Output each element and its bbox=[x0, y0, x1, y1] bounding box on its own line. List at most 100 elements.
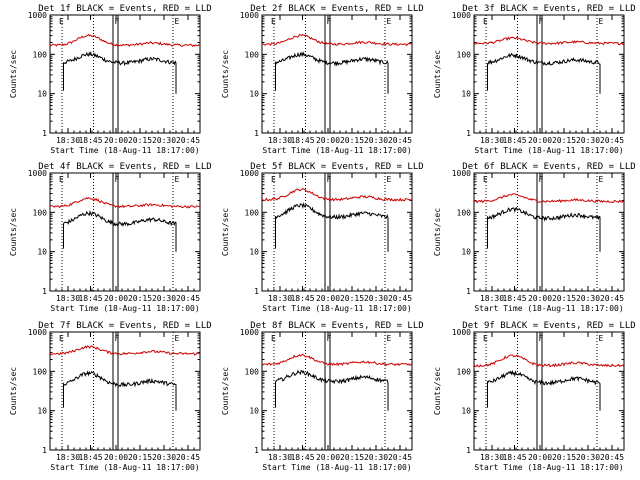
x-tick-label: 20:30 bbox=[364, 136, 388, 145]
x-tick-label: 20:15 bbox=[552, 136, 576, 145]
y-tick-label: 1 bbox=[254, 287, 259, 296]
x-tick-label: 20:45 bbox=[600, 294, 624, 303]
x-tick-label: 20:45 bbox=[176, 294, 200, 303]
y-tick-label: 1 bbox=[466, 287, 471, 296]
interval-marker-label: F bbox=[539, 175, 544, 184]
x-tick-label: 18:45 bbox=[502, 294, 526, 303]
x-tick-label: 20:30 bbox=[576, 136, 600, 145]
y-tick-label: 1000 bbox=[28, 11, 47, 20]
interval-marker-label: E bbox=[175, 334, 180, 343]
y-tick-label: 10 bbox=[249, 90, 259, 99]
y-tick-label: 100 bbox=[245, 50, 260, 59]
x-tick-label: 20:30 bbox=[152, 136, 176, 145]
x-axis-label: Start Time (18-Aug-11 18:17:00) bbox=[50, 304, 199, 313]
interval-marker-label: E bbox=[59, 334, 64, 343]
y-tick-label: 10 bbox=[37, 248, 47, 257]
interval-marker-label: E bbox=[59, 175, 64, 184]
events-series-line bbox=[487, 369, 601, 411]
chart-panel-5: Det 5f BLACK = Events, RED = LLD 1 10 100 10… bbox=[221, 162, 424, 313]
plot-frame bbox=[473, 331, 625, 451]
plot-frame bbox=[473, 14, 625, 134]
x-axis-label: Start Time (18-Aug-11 18:17:00) bbox=[474, 146, 623, 155]
y-tick-label: 100 bbox=[457, 367, 472, 376]
x-tick-label: 20:15 bbox=[128, 294, 152, 303]
lld-series-line bbox=[473, 193, 625, 204]
x-tick-label: 20:15 bbox=[340, 136, 364, 145]
x-tick-label: 18:45 bbox=[78, 294, 102, 303]
interval-marker-label: E bbox=[599, 175, 604, 184]
events-series-line bbox=[63, 51, 177, 94]
chart-panel-6: Det 6f BLACK = Events, RED = LLD 1 10 100 10… bbox=[433, 162, 636, 313]
interval-marker-label: F bbox=[115, 334, 120, 343]
x-tick-label: 20:45 bbox=[176, 453, 200, 462]
x-tick-label: 20:45 bbox=[600, 136, 624, 145]
interval-marker-label: E bbox=[175, 175, 180, 184]
interval-marker-label: E bbox=[59, 17, 64, 26]
y-tick-label: 1 bbox=[254, 446, 259, 455]
x-axis-label: Start Time (18-Aug-11 18:17:00) bbox=[262, 463, 411, 472]
y-tick-label: 100 bbox=[33, 50, 48, 59]
y-tick-label: 1000 bbox=[452, 328, 471, 337]
y-axis-label: Counts/sec bbox=[9, 208, 18, 256]
interval-marker-label: E bbox=[387, 334, 392, 343]
y-axis-label: Counts/sec bbox=[221, 208, 230, 256]
lld-series-line bbox=[261, 33, 413, 47]
plot-frame bbox=[473, 172, 625, 292]
x-tick-label: 20:30 bbox=[152, 294, 176, 303]
y-tick-label: 1000 bbox=[452, 169, 471, 178]
x-tick-label: 20:15 bbox=[340, 453, 364, 462]
y-tick-label: 1000 bbox=[240, 11, 259, 20]
x-tick-label: 20:15 bbox=[340, 294, 364, 303]
x-tick-label: 18:45 bbox=[502, 453, 526, 462]
y-tick-label: 100 bbox=[245, 367, 260, 376]
y-tick-label: 100 bbox=[245, 208, 260, 217]
interval-marker-label: E bbox=[483, 334, 488, 343]
interval-marker-label: E bbox=[599, 17, 604, 26]
x-axis-label: Start Time (18-Aug-11 18:17:00) bbox=[50, 463, 199, 472]
x-tick-label: 20:15 bbox=[552, 294, 576, 303]
x-tick-label: 18:30 bbox=[268, 294, 292, 303]
x-tick-label: 18:30 bbox=[56, 136, 80, 145]
y-tick-label: 1 bbox=[42, 287, 47, 296]
interval-marker-label: E bbox=[483, 175, 488, 184]
events-series-line bbox=[487, 207, 601, 252]
interval-marker-label: E bbox=[483, 17, 488, 26]
y-tick-label: 100 bbox=[33, 367, 48, 376]
y-axis-label: Counts/sec bbox=[433, 50, 442, 98]
x-tick-label: 20:00 bbox=[104, 136, 128, 145]
interval-marker-label: E bbox=[271, 334, 276, 343]
chart-title: Det 7f BLACK = Events, RED = LLD bbox=[38, 321, 211, 331]
x-axis-label: Start Time (18-Aug-11 18:17:00) bbox=[262, 304, 411, 313]
y-tick-label: 1000 bbox=[28, 328, 47, 337]
chart-panel-3: Det 3f BLACK = Events, RED = LLD 1 10 100 10… bbox=[433, 4, 636, 155]
events-series-line bbox=[63, 209, 177, 252]
y-tick-label: 1 bbox=[254, 129, 259, 138]
x-tick-label: 20:00 bbox=[316, 136, 340, 145]
x-tick-label: 18:30 bbox=[56, 294, 80, 303]
plot-frame bbox=[261, 14, 413, 134]
plot-frame bbox=[49, 331, 201, 451]
x-tick-label: 18:30 bbox=[268, 136, 292, 145]
events-series-line bbox=[63, 370, 177, 411]
x-tick-label: 20:45 bbox=[176, 136, 200, 145]
events-series-line bbox=[275, 202, 389, 252]
x-tick-label: 18:30 bbox=[480, 453, 504, 462]
y-tick-label: 1 bbox=[42, 129, 47, 138]
x-tick-label: 20:15 bbox=[552, 453, 576, 462]
y-axis-label: Counts/sec bbox=[9, 367, 18, 415]
y-tick-label: 1 bbox=[466, 446, 471, 455]
x-tick-label: 18:30 bbox=[56, 453, 80, 462]
plot-frame bbox=[261, 172, 413, 292]
y-tick-label: 1000 bbox=[240, 328, 259, 337]
x-tick-label: 18:30 bbox=[480, 136, 504, 145]
interval-marker-label: F bbox=[115, 17, 120, 26]
events-series-line bbox=[275, 369, 389, 411]
x-tick-label: 20:45 bbox=[388, 136, 412, 145]
y-tick-label: 100 bbox=[457, 208, 472, 217]
x-tick-label: 20:00 bbox=[316, 294, 340, 303]
y-tick-label: 10 bbox=[461, 407, 471, 416]
interval-marker-label: E bbox=[387, 175, 392, 184]
x-tick-label: 20:00 bbox=[316, 453, 340, 462]
y-tick-label: 10 bbox=[37, 407, 47, 416]
chart-panel-8: Det 8f BLACK = Events, RED = LLD 1 10 100 10… bbox=[221, 321, 424, 472]
